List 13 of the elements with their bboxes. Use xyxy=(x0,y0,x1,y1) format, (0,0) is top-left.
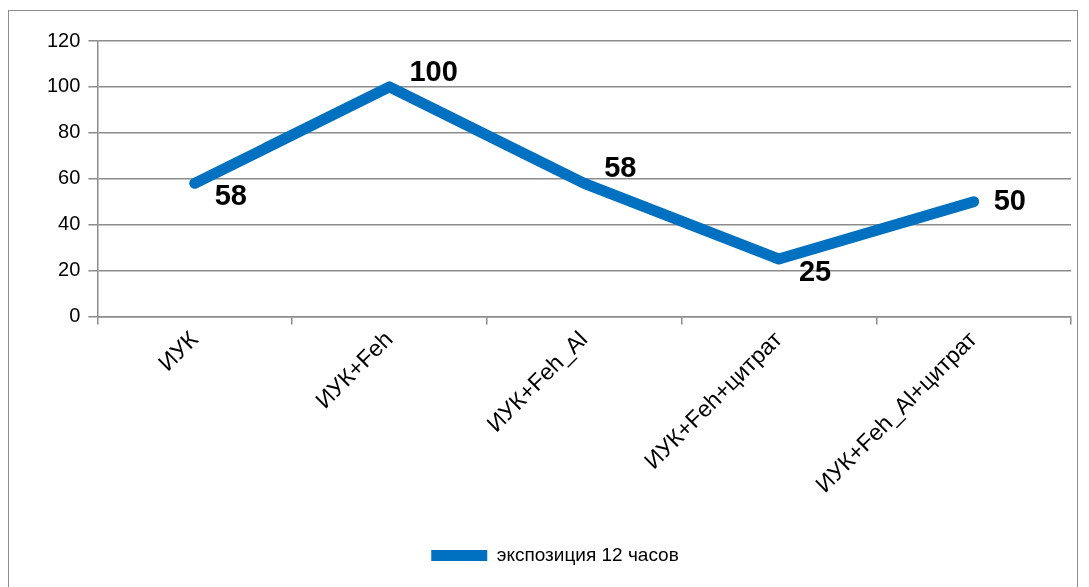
y-tick-label: 80 xyxy=(58,120,81,143)
data-label: 58 xyxy=(604,151,637,184)
y-tick-label: 40 xyxy=(58,212,81,235)
legend-label: экспозиция 12 часов xyxy=(496,543,679,565)
data-label: 100 xyxy=(409,54,458,87)
y-tick-label: 0 xyxy=(69,303,81,326)
y-tick-label: 20 xyxy=(58,258,81,281)
y-tick-label: 60 xyxy=(58,166,81,189)
y-tick-label: 120 xyxy=(46,28,81,51)
data-label: 25 xyxy=(798,255,832,288)
data-label: 50 xyxy=(993,183,1026,216)
y-tick-label: 100 xyxy=(46,74,81,97)
data-label: 58 xyxy=(214,179,247,212)
